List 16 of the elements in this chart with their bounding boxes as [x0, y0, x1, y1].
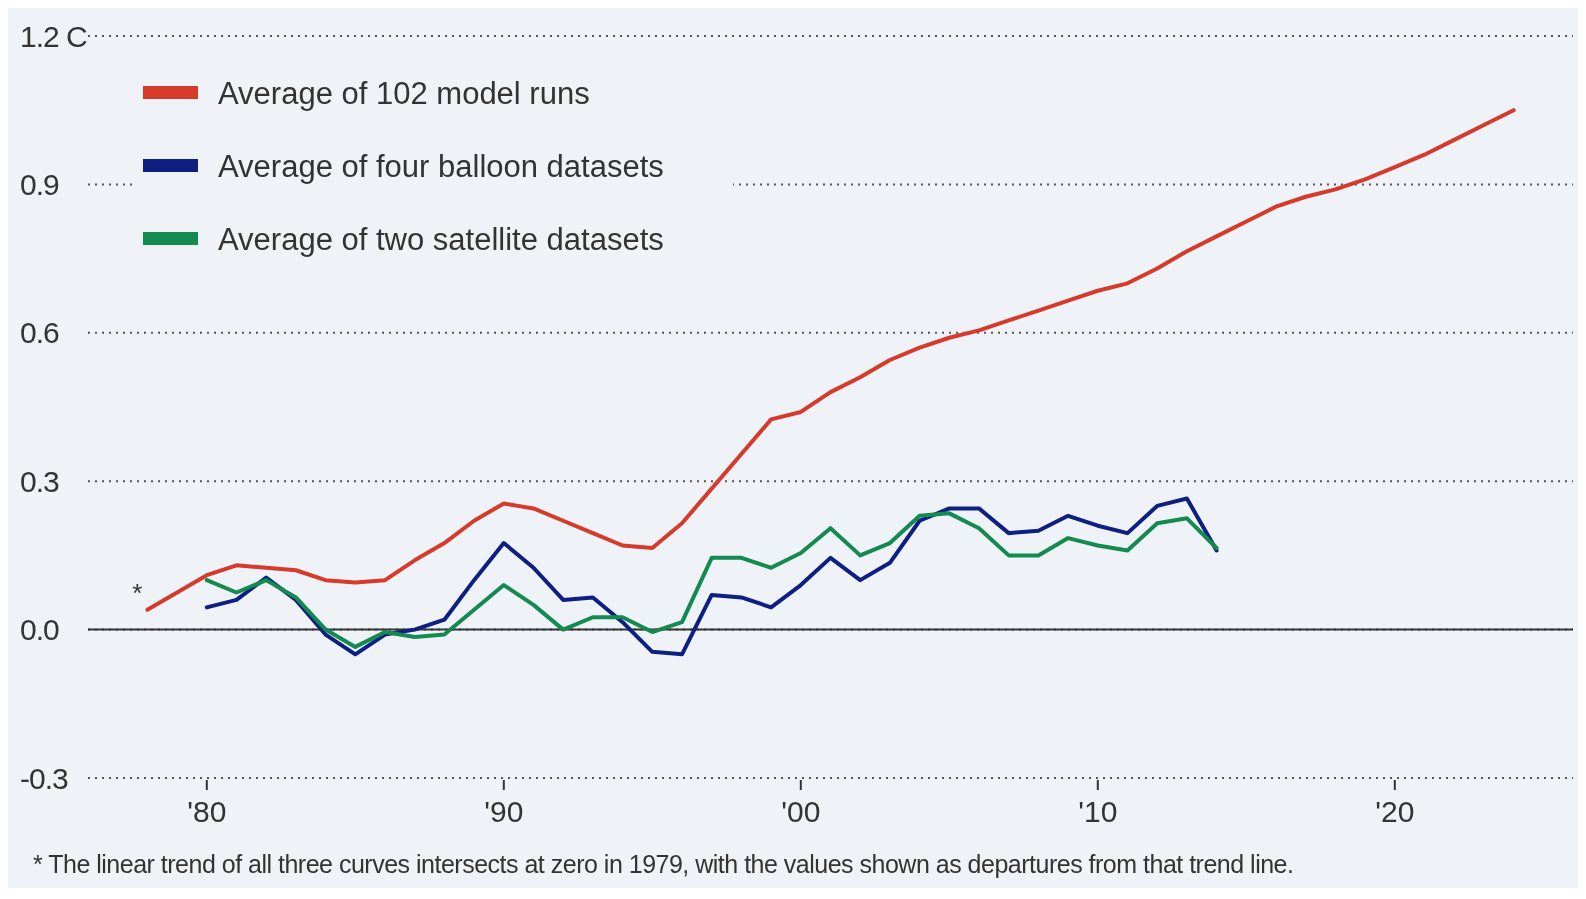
legend-label: Average of four balloon datasets	[218, 148, 664, 184]
y-tick-label: 0.9	[20, 167, 60, 201]
x-tick-label: '00	[781, 795, 821, 828]
x-tick-label: '20	[1375, 795, 1415, 828]
y-tick-label: -0.3	[20, 761, 69, 795]
y-tick-label: 0.6	[20, 316, 60, 350]
annotation: *	[132, 577, 143, 608]
y-tick-label: 0.3	[20, 464, 60, 498]
y-tick-label: 0.0	[20, 613, 60, 647]
text: * The linear trend of all three curves intersects at zero in 1979, with the values shown as departures from that trend line.	[33, 850, 1294, 878]
y-tick-label: 1.2 C	[20, 19, 88, 53]
x-tick-label: '10	[1078, 795, 1118, 828]
legend-label: Average of 102 model runs	[218, 75, 590, 111]
x-tick-label: '80	[187, 795, 227, 828]
legend-label: Average of two satellite datasets	[218, 221, 664, 257]
x-tick-label: '90	[484, 795, 524, 828]
